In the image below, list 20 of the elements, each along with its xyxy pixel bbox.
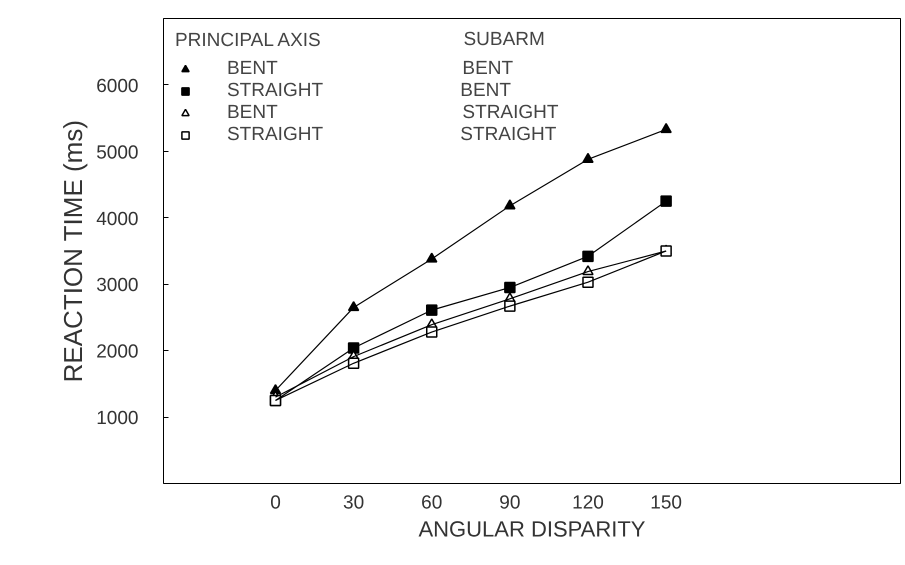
y-tick-label: 5000 — [96, 142, 139, 164]
x-axis-title: ANGULAR DISPARITY — [418, 516, 646, 542]
x-tick-label: 150 — [650, 492, 682, 514]
x-tick-label: 60 — [421, 492, 442, 514]
text: SUBARM — [464, 29, 545, 50]
y-axis-title: REACTION TIME (ms) — [58, 120, 88, 382]
y-tick-label: 1000 — [96, 408, 139, 430]
legend-label: STRAIGHT STRAIGHT — [227, 124, 556, 146]
text: PRINCIPAL AXIS — [175, 30, 321, 51]
x-tick-label: 90 — [499, 492, 520, 514]
x-tick-label: 0 — [270, 492, 281, 514]
y-tick-label: 4000 — [96, 208, 139, 230]
legend-label: BENT STRAIGHT — [227, 102, 558, 124]
y-tick-label: 6000 — [96, 76, 139, 97]
x-tick-label: 30 — [343, 492, 364, 514]
legend-label: BENT BENT — [227, 58, 514, 80]
y-tick-label: 3000 — [96, 275, 139, 296]
y-tick-label: 2000 — [96, 342, 139, 363]
legend-label: STRAIGHT BENT — [227, 80, 511, 102]
x-tick-label: 120 — [572, 492, 604, 514]
